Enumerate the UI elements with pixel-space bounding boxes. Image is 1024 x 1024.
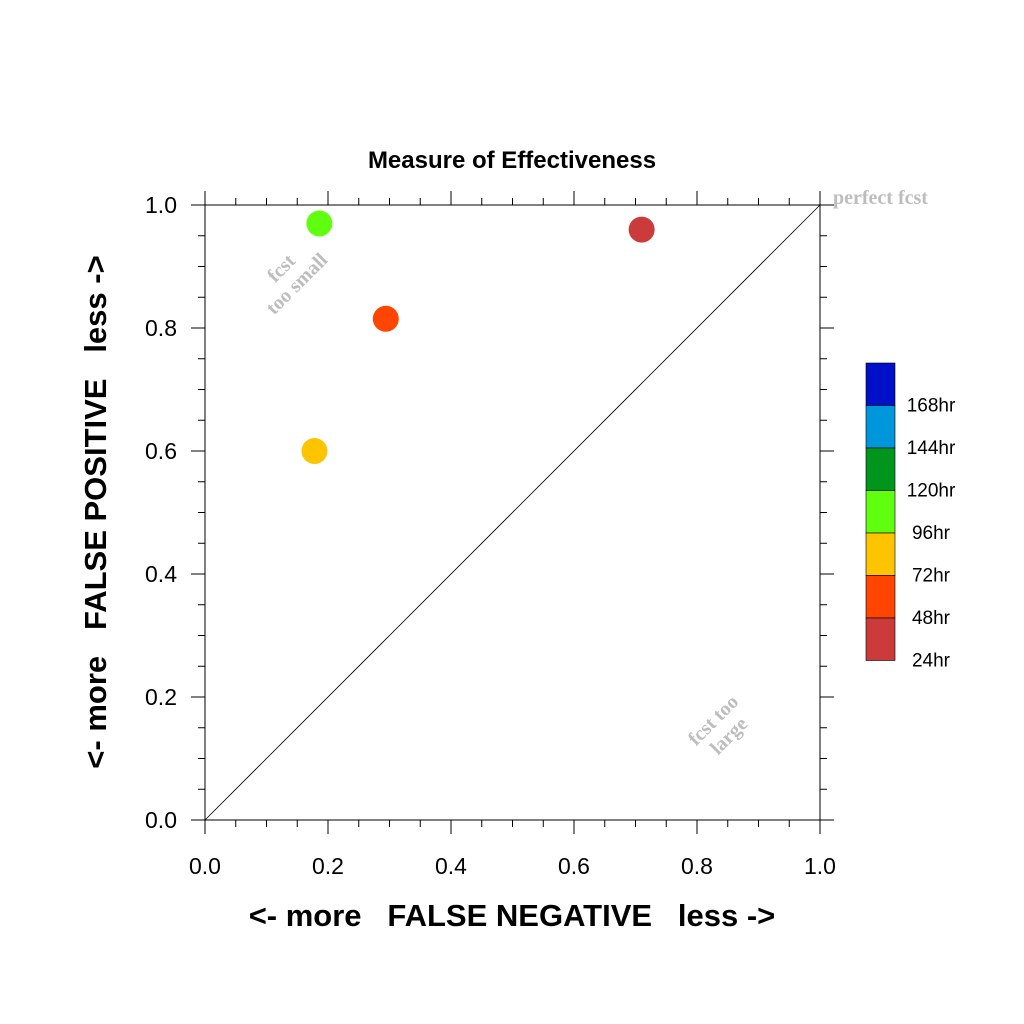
y-tick-label: 0.2 (145, 684, 177, 710)
data-points (301, 210, 655, 464)
legend-swatch-168hr (865, 362, 896, 406)
legend-label-72hr: 72hr (912, 566, 951, 587)
x-tick-label: 0.2 (312, 853, 344, 879)
diagonal-line (204, 204, 821, 821)
legend-label-168hr: 168hr (907, 396, 956, 417)
legend-swatch-48hr (865, 575, 896, 619)
x-tick-label: 0.0 (189, 853, 221, 879)
legend-swatch-144hr (865, 405, 896, 449)
legend-label-24hr: 24hr (912, 651, 951, 672)
legend-label-96hr: 96hr (912, 523, 951, 544)
point-24hr (628, 216, 655, 243)
y-axis-label: <- more FALSE POSITIVE less -> (78, 255, 113, 768)
annotation-fcst-too-small: fcst too small (262, 249, 332, 319)
legend: 168hr 144hr 120hr 96hr 72hr 48hr 24hr (865, 362, 956, 672)
y-tick-label: 0.6 (145, 438, 177, 464)
y-tick-label: 1.0 (145, 192, 177, 218)
axis-ticks (191, 191, 834, 834)
annotation-small-line2: too small (262, 249, 332, 319)
point-96hr (306, 210, 333, 237)
legend-swatch-96hr (865, 490, 896, 534)
legend-swatch-120hr (865, 447, 896, 491)
tick-labels: 0.0 0.2 0.4 0.6 0.8 1.0 0.0 0.2 0.4 0.6 0.8 1.0 (145, 192, 836, 879)
x-tick-label: 0.8 (681, 853, 713, 879)
chart-title: Measure of Effectiveness (368, 147, 656, 174)
x-tick-label: 0.6 (558, 853, 590, 879)
point-72hr (301, 438, 328, 464)
legend-swatch-24hr (865, 617, 896, 661)
x-axis-label: <- more FALSE NEGATIVE less -> (249, 898, 776, 933)
y-tick-label: 0.4 (145, 561, 177, 587)
x-tick-label: 1.0 (804, 853, 836, 879)
y-tick-label: 0.0 (145, 807, 177, 833)
legend-swatch-72hr (865, 532, 896, 576)
annotation-perfect-fcst: perfect fcst (833, 187, 928, 209)
legend-label-120hr: 120hr (907, 481, 956, 502)
point-48hr (372, 305, 399, 332)
y-tick-label: 0.8 (145, 315, 177, 341)
legend-label-48hr: 48hr (912, 608, 951, 629)
annotation-fcst-too-large: fcst too large (684, 691, 752, 759)
legend-label-144hr: 144hr (907, 438, 956, 459)
x-tick-label: 0.4 (435, 853, 467, 879)
